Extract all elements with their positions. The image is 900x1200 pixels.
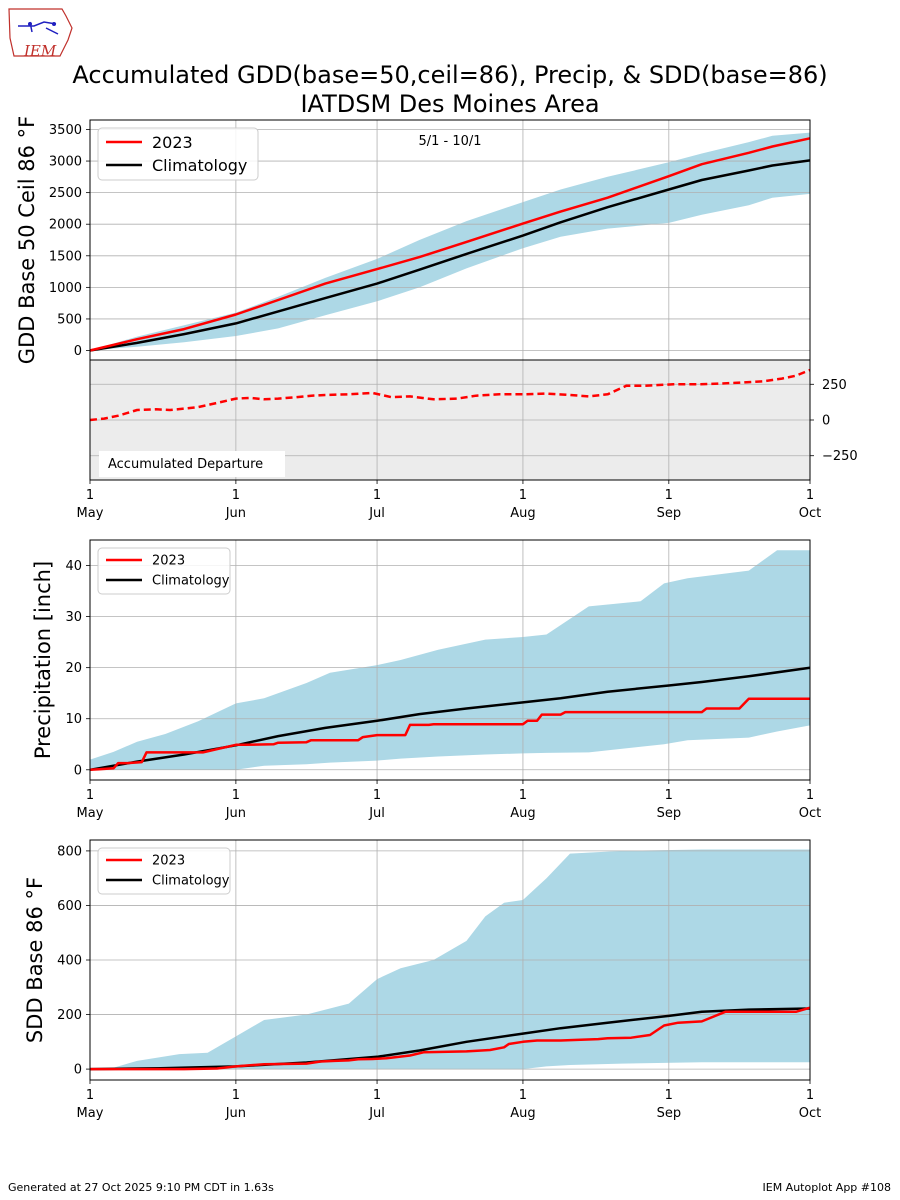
- x-tick-month: Oct: [799, 806, 821, 821]
- x-tick-label: 1: [86, 1088, 94, 1103]
- observed-2023-line: [89, 137, 811, 352]
- departure-label-box: [99, 451, 285, 477]
- y-tick-label: 250: [822, 378, 847, 393]
- app-credit: IEM Autoplot App #108: [762, 1181, 892, 1194]
- y-tick-label: 200: [57, 1008, 82, 1023]
- range-band: [90, 550, 810, 770]
- y-tick-label: 0: [74, 1063, 82, 1078]
- y-tick-label: 3500: [49, 123, 82, 138]
- legend-label: 2023: [152, 133, 193, 152]
- x-tick-month: Oct: [799, 1106, 821, 1121]
- x-tick-month: Sep: [657, 806, 682, 821]
- legend-label: 2023: [152, 854, 185, 869]
- x-tick-month: Aug: [510, 506, 535, 521]
- gdd-panel: 0 500 1000 1500 2000 2500 3000 3500 2023 Climatol…: [15, 116, 811, 364]
- observed-2023-line: [90, 1006, 811, 1071]
- y-axis-label: Precipitation [inch]: [31, 561, 55, 759]
- generated-timestamp: Generated at 27 Oct 2025 9:10 PM CDT in …: [8, 1181, 274, 1194]
- sdd-panel: 0 200 400 600 800 2023 Climatology 1 May 1 Jun 1 Jul…: [23, 839, 821, 1121]
- x-tick-month: Jul: [368, 506, 385, 521]
- x-tick-label: 1: [373, 1088, 381, 1103]
- logo-text: IEM: [24, 42, 57, 60]
- x-tick-label: 1: [519, 788, 527, 803]
- chart-subtitle: IATDSM Des Moines Area: [300, 90, 600, 118]
- x-tick-month: Aug: [510, 1106, 535, 1121]
- x-tick-month: Sep: [657, 1106, 682, 1121]
- x-tick-label: 1: [806, 1088, 814, 1103]
- date-range-annotation: 5/1 - 10/1: [418, 134, 481, 149]
- iowa-map-icon: [8, 8, 73, 57]
- legend-label: Climatology: [152, 874, 230, 889]
- x-tick-label: 1: [373, 488, 381, 503]
- y-tick-label: 0: [74, 763, 82, 778]
- x-tick-month: Jun: [225, 506, 246, 521]
- x-tick-month: Aug: [510, 806, 535, 821]
- x-tick-label: 1: [806, 788, 814, 803]
- y-axis-label: GDD Base 50 Ceil 86 °F: [15, 116, 39, 364]
- precip-panel: 0 10 20 30 40 2023 Climatology 1 May 1 Jun 1 Jul 1 Aug…: [31, 539, 821, 821]
- x-tick-label: 1: [373, 788, 381, 803]
- plot-frame: [89, 539, 811, 781]
- y-axis-label: SDD Base 86 °F: [23, 877, 47, 1043]
- x-tick-label: 1: [519, 1088, 527, 1103]
- x-tick-month: Sep: [657, 506, 682, 521]
- x-tick-month: Jun: [225, 806, 246, 821]
- y-tick-label: 500: [57, 312, 82, 327]
- legend-label: 2023: [152, 554, 185, 569]
- departure-line: [89, 368, 811, 422]
- y-tick-label: 1000: [49, 281, 82, 296]
- observed-2023-line: [89, 697, 810, 772]
- y-tick-label: 0: [822, 414, 830, 429]
- legend-label: Climatology: [152, 156, 247, 175]
- y-tick-label: 10: [65, 712, 82, 727]
- x-tick-month: Jun: [225, 1106, 246, 1121]
- y-tick-label: 800: [57, 844, 82, 859]
- departure-label: Accumulated Departure: [108, 457, 263, 472]
- x-tick-label: 1: [665, 488, 673, 503]
- y-tick-label: 1500: [49, 249, 82, 264]
- climatology-line: [89, 159, 811, 352]
- departure-panel: −250 0 250 Accumulated Departure 1 May 1 Jun 1 Ju…: [77, 359, 858, 521]
- chart-title: Accumulated GDD(base=50,ceil=86), Precip…: [72, 61, 828, 89]
- x-tick-month: Jul: [368, 1106, 385, 1121]
- x-tick-label: 1: [232, 488, 240, 503]
- y-tick-label: 40: [65, 559, 82, 574]
- y-tick-label: 3000: [49, 155, 82, 170]
- plot-frame: [89, 359, 811, 481]
- y-tick-label: 600: [57, 899, 82, 914]
- x-tick-month: May: [77, 806, 104, 821]
- x-tick-month: May: [77, 1106, 104, 1121]
- y-tick-label: 2500: [49, 186, 82, 201]
- plot-frame: [89, 839, 811, 1081]
- y-tick-label: 30: [65, 610, 82, 625]
- x-tick-label: 1: [665, 788, 673, 803]
- x-tick-month: Oct: [799, 506, 821, 521]
- x-tick-label: 1: [519, 488, 527, 503]
- x-tick-month: May: [77, 506, 104, 521]
- iem-logo: IEM: [6, 6, 76, 60]
- range-band: [90, 132, 810, 351]
- y-tick-label: −250: [822, 449, 858, 464]
- y-tick-label: 0: [74, 344, 82, 359]
- y-tick-label: 2000: [49, 218, 82, 233]
- x-tick-label: 1: [232, 1088, 240, 1103]
- legend-label: Climatology: [152, 574, 230, 589]
- y-tick-label: 400: [57, 954, 82, 969]
- x-tick-label: 1: [665, 1088, 673, 1103]
- x-tick-label: 1: [86, 488, 94, 503]
- x-tick-label: 1: [232, 788, 240, 803]
- x-tick-label: 1: [806, 488, 814, 503]
- x-tick-label: 1: [86, 788, 94, 803]
- y-tick-label: 20: [65, 661, 82, 676]
- x-tick-month: Jul: [368, 806, 385, 821]
